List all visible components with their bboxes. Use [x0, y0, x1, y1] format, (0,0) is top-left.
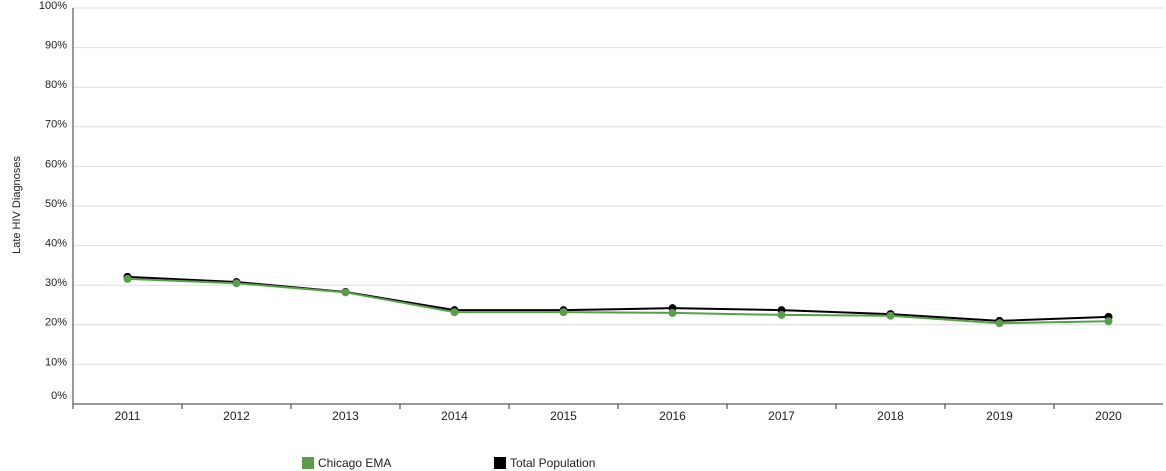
data-point: [668, 308, 677, 317]
data-point: [886, 311, 895, 320]
series-line: [127, 275, 1109, 322]
data-point: [1104, 317, 1113, 326]
y-tick-label: 10%: [45, 356, 67, 368]
x-tick-label: 2012: [223, 409, 250, 423]
x-tick-label: 2019: [986, 409, 1013, 423]
series-line: [127, 277, 1109, 325]
y-tick-label: 40%: [45, 238, 67, 250]
y-tick-label: 60%: [45, 158, 67, 170]
legend-label: Total Population: [510, 456, 595, 470]
y-axis-label: Late HIV Diagnoses: [11, 156, 23, 254]
y-tick-label: 20%: [45, 317, 67, 329]
legend-swatch: [494, 457, 506, 469]
y-tick-label: 50%: [45, 198, 67, 210]
x-tick-label: 2018: [877, 409, 904, 423]
x-tick-label: 2015: [550, 409, 577, 423]
x-tick-label: 2014: [441, 409, 468, 423]
data-point: [559, 308, 568, 317]
x-tick-label: 2016: [659, 409, 686, 423]
x-tick-label: 2013: [332, 409, 359, 423]
x-tick-label: 2011: [115, 409, 141, 423]
y-tick-label: 100%: [39, 0, 67, 12]
data-point: [341, 288, 350, 297]
y-tick-label: 0%: [51, 390, 67, 402]
y-tick-label: 90%: [45, 40, 67, 52]
y-tick-label: 80%: [45, 79, 67, 91]
data-point: [123, 274, 132, 283]
data-point: [777, 310, 786, 319]
y-tick-label: 30%: [45, 277, 67, 289]
x-tick-label: 2017: [768, 409, 795, 423]
y-tick-label: 70%: [45, 119, 67, 131]
data-point: [995, 319, 1004, 328]
legend-label: Chicago EMA: [318, 456, 391, 470]
data-point: [232, 279, 241, 288]
legend-swatch: [302, 457, 314, 469]
data-point: [450, 308, 459, 317]
x-tick-label: 2020: [1095, 409, 1122, 423]
